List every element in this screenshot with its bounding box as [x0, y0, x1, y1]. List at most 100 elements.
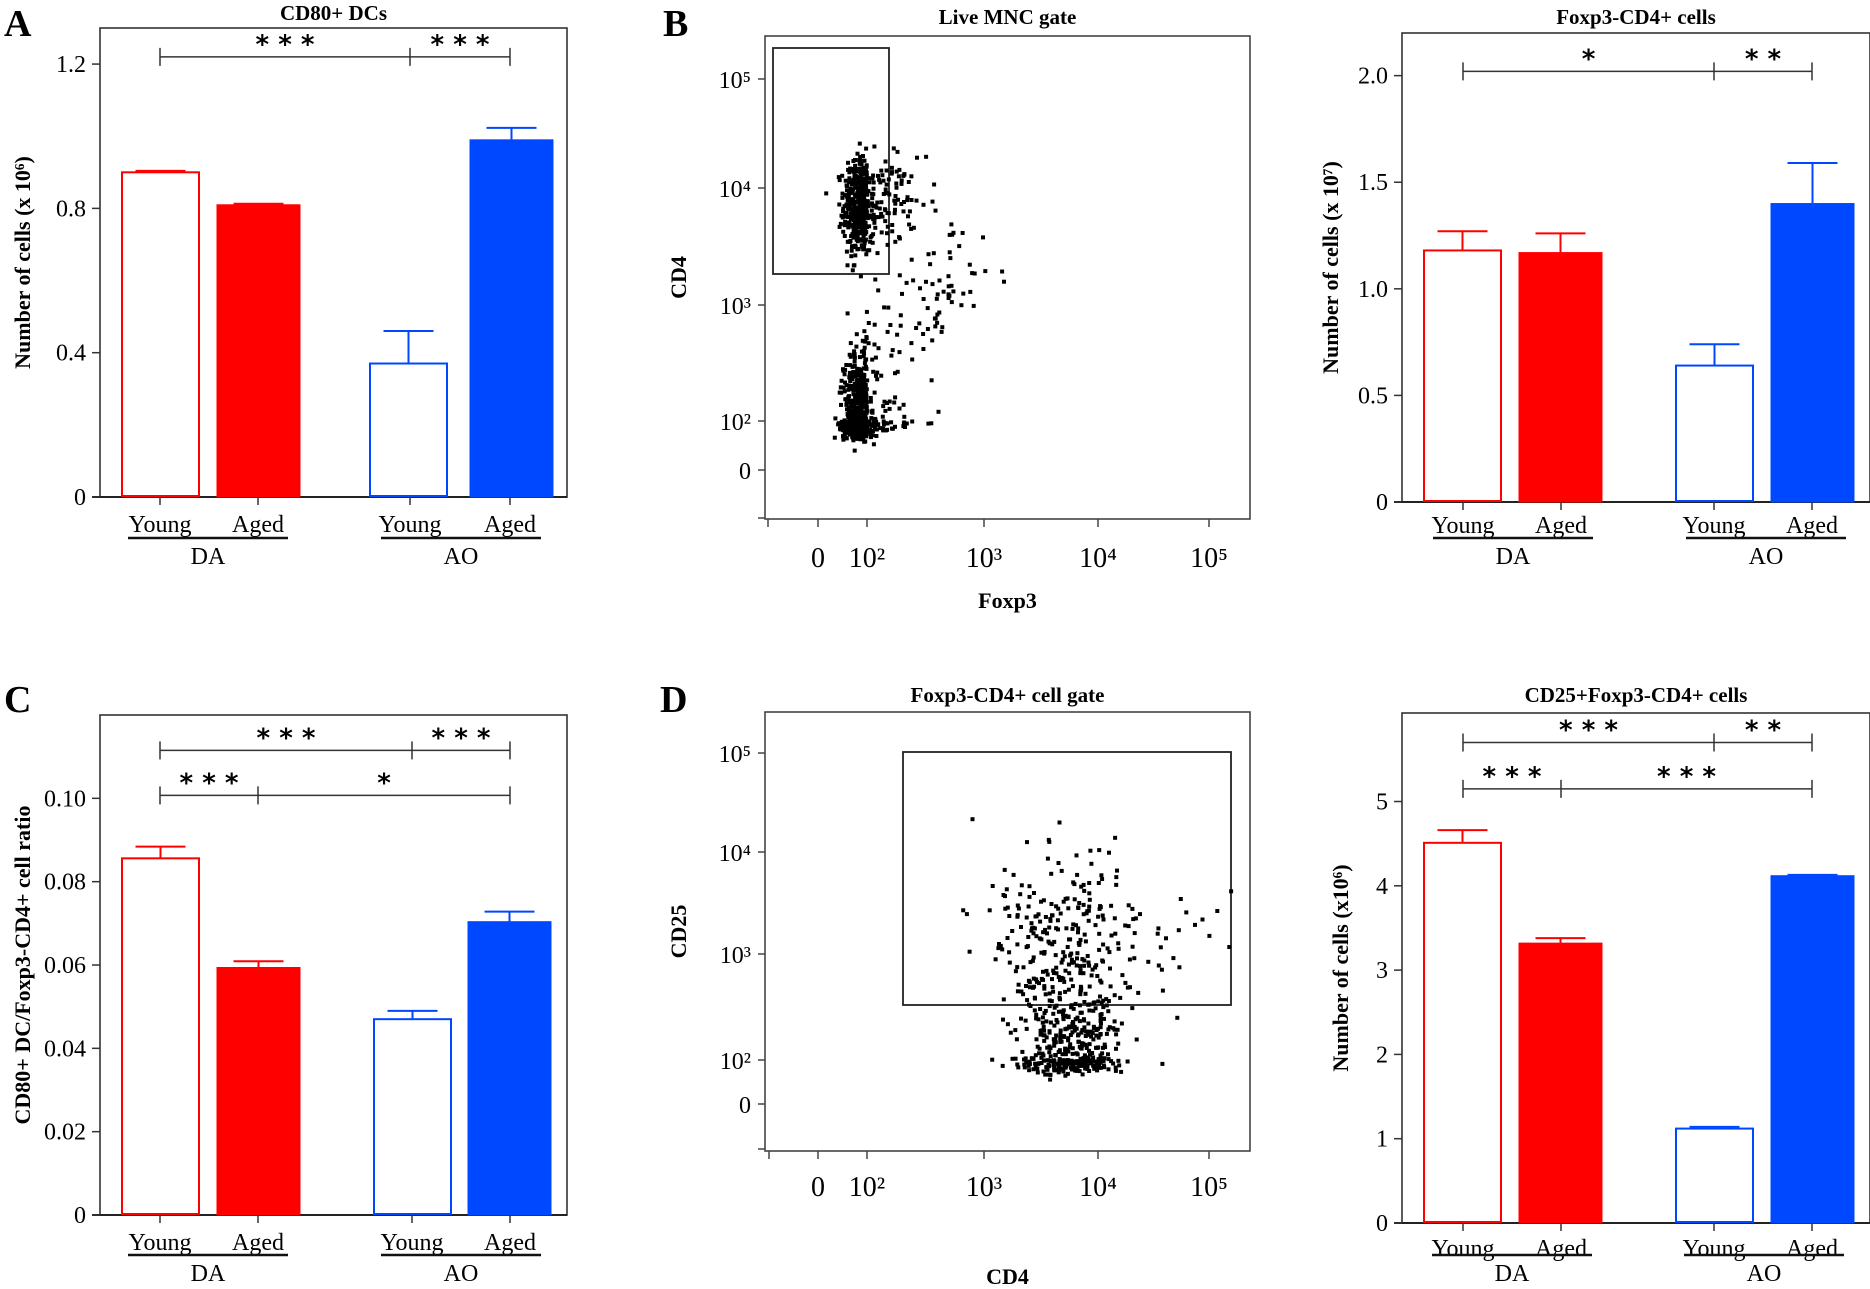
event-dot: [1041, 1053, 1046, 1058]
event-dot: [860, 191, 865, 196]
event-dot: [1042, 986, 1047, 991]
event-dot: [849, 248, 854, 253]
event-dot: [1039, 950, 1044, 955]
event-dot: [853, 433, 858, 438]
x-category-label: Aged: [232, 512, 284, 538]
event-dot: [1039, 937, 1044, 942]
event-dot: [843, 380, 847, 385]
y-tick-label: 0.06: [44, 953, 86, 979]
event-dot: [1090, 1051, 1095, 1055]
event-dot: [946, 284, 951, 289]
event-dot: [1047, 1044, 1052, 1049]
event-dot: [850, 364, 855, 369]
event-dot: [844, 363, 849, 367]
event-dot: [1158, 945, 1163, 950]
event-dot: [1094, 963, 1099, 968]
event-dot: [860, 158, 865, 163]
population-cd4-cd25-high: [961, 817, 1151, 1067]
event-dot: [861, 366, 866, 371]
event-dot: [1051, 1063, 1056, 1068]
event-dot: [851, 415, 856, 420]
event-dot: [1069, 977, 1074, 982]
event-dot: [1094, 1028, 1099, 1033]
event-dot: [1038, 1032, 1043, 1037]
event-dot: [1085, 1055, 1090, 1060]
event-dot: [855, 411, 860, 416]
event-dot: [1063, 968, 1068, 973]
bar-chart-c: C 0 0.02 0.04 0.06 0.08 0.10 CD80+ DC/Foxp3-CD4…: [4, 679, 568, 1287]
event-dot: [856, 215, 861, 220]
event-dot: [1067, 1061, 1072, 1066]
event-dot: [909, 341, 914, 346]
event-dot: [1058, 911, 1063, 916]
event-dot: [996, 946, 1001, 951]
y-tick-label: 10⁴: [719, 177, 751, 203]
event-dot: [1087, 897, 1092, 902]
event-dot: [1030, 958, 1035, 963]
significance-stars: *: [1582, 44, 1596, 74]
event-dot: [864, 420, 869, 425]
event-dot: [1073, 1001, 1078, 1006]
event-dot: [841, 437, 846, 442]
event-dot: [1045, 931, 1049, 936]
event-dot: [1031, 925, 1036, 930]
event-dot: [1127, 957, 1132, 962]
event-dot: [1022, 1065, 1027, 1070]
event-dot: [887, 192, 892, 197]
event-dot: [933, 316, 938, 321]
event-dot: [862, 429, 867, 434]
event-dot: [844, 210, 848, 215]
event-dot: [924, 154, 929, 159]
event-dot: [1103, 1045, 1108, 1050]
event-dot: [1100, 913, 1105, 918]
event-dot: [1070, 984, 1075, 989]
event-dot: [846, 194, 851, 199]
population-cd4-high-tail: [1077, 889, 1234, 1032]
event-dot: [1078, 1056, 1083, 1061]
event-dot: [1114, 1032, 1119, 1037]
event-dot: [1058, 1039, 1063, 1044]
event-dot: [1087, 984, 1092, 989]
y-axis-label: Number of cells (x 10⁷): [1318, 161, 1343, 374]
event-dot: [867, 180, 872, 185]
event-dot: [940, 325, 945, 330]
event-dot: [1035, 1070, 1040, 1075]
event-dot: [842, 425, 847, 430]
event-dot: [875, 200, 880, 205]
event-dot: [1054, 926, 1059, 931]
event-dot: [1015, 903, 1020, 908]
event-dot: [909, 257, 914, 262]
event-dot: [858, 154, 863, 159]
event-dot: [845, 184, 850, 189]
event-dot: [1082, 1025, 1087, 1030]
event-dot: [867, 224, 872, 229]
event-dot: [1024, 945, 1029, 950]
event-dot: [853, 243, 858, 248]
event-dot: [906, 180, 911, 184]
event-dot: [861, 188, 866, 193]
event-dot: [858, 367, 863, 372]
event-dot: [838, 221, 843, 226]
significance-stars: * *: [1745, 716, 1782, 746]
event-dot: [1026, 978, 1031, 983]
event-dot: [853, 158, 857, 162]
event-dot: [1057, 1068, 1061, 1073]
event-dot: [863, 184, 868, 189]
event-dot: [1115, 868, 1119, 873]
event-dot: [846, 220, 851, 225]
event-dot: [873, 277, 878, 282]
event-dot: [1091, 1008, 1096, 1013]
event-dot: [1081, 912, 1086, 917]
event-dot: [1069, 1058, 1074, 1063]
event-dot: [1098, 1019, 1103, 1023]
event-dot: [1056, 1009, 1061, 1014]
event-dot: [845, 188, 849, 193]
event-dot: [852, 169, 857, 174]
event-dot: [1045, 1067, 1050, 1072]
x-tick-label: 0: [811, 1172, 825, 1203]
x-category-label: Aged: [484, 1230, 536, 1256]
event-dot: [859, 349, 864, 354]
event-dot: [861, 247, 866, 252]
event-dot: [1054, 1018, 1059, 1022]
event-dot: [1097, 848, 1102, 853]
